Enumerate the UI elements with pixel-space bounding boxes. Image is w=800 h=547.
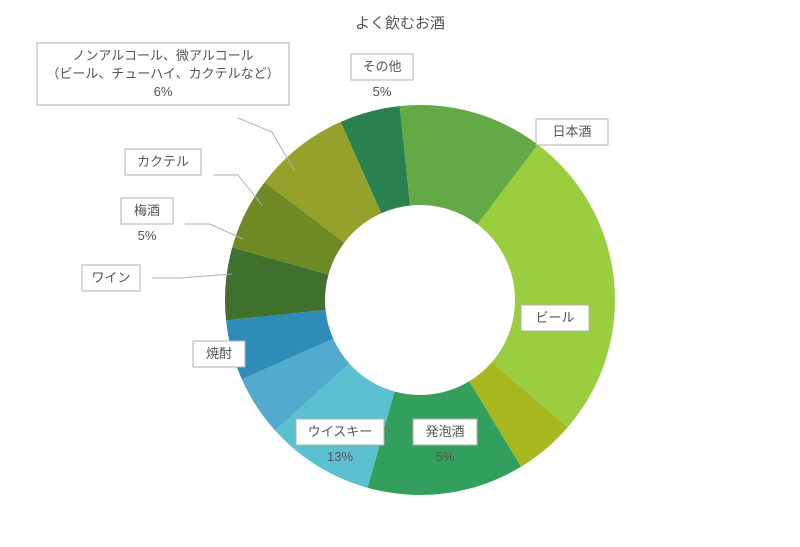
leader-line — [152, 274, 232, 278]
svg-text:5%: 5% — [138, 228, 157, 243]
chart-title: よく飲むお酒 — [355, 15, 445, 32]
slice-label: その他 5% — [351, 54, 413, 99]
svg-text:ワイン: ワイン — [91, 270, 130, 285]
slice-label: 梅酒 5% — [121, 198, 173, 243]
slice-label: ノンアルコール、微アルコール （ビール、チューハイ、カクテルなど） 6% — [37, 43, 289, 105]
svg-text:カクテル: カクテル — [137, 154, 189, 169]
svg-text:発泡酒: 発泡酒 — [425, 424, 464, 439]
slice-label: 日本酒 — [536, 119, 608, 145]
svg-text:5%: 5% — [436, 449, 455, 464]
svg-text:ビール: ビール — [535, 310, 574, 325]
slice-label: カクテル — [125, 149, 201, 175]
svg-text:日本酒: 日本酒 — [552, 124, 591, 139]
slice-label: ワイン — [82, 265, 140, 291]
svg-text:（ビール、チューハイ、カクテルなど）: （ビール、チューハイ、カクテルなど） — [46, 66, 279, 81]
svg-text:6%: 6% — [154, 84, 173, 99]
svg-text:梅酒: 梅酒 — [134, 203, 160, 218]
donut-chart: よく飲むお酒日本酒ビール発泡酒 5% ウイスキー 13% 焼酎 ワイン 梅酒 5% カクテル ノン… — [0, 0, 800, 547]
svg-text:13%: 13% — [327, 449, 353, 464]
slice-label: 焼酎 — [193, 341, 245, 367]
svg-text:焼酎: 焼酎 — [206, 346, 232, 361]
svg-text:ウイスキー: ウイスキー — [308, 424, 373, 439]
svg-text:ノンアルコール、微アルコール: ノンアルコール、微アルコール — [72, 48, 253, 63]
slice-label: ビール — [521, 305, 589, 331]
svg-text:その他: その他 — [362, 59, 401, 74]
svg-text:5%: 5% — [373, 84, 392, 99]
leader-line — [185, 224, 243, 239]
